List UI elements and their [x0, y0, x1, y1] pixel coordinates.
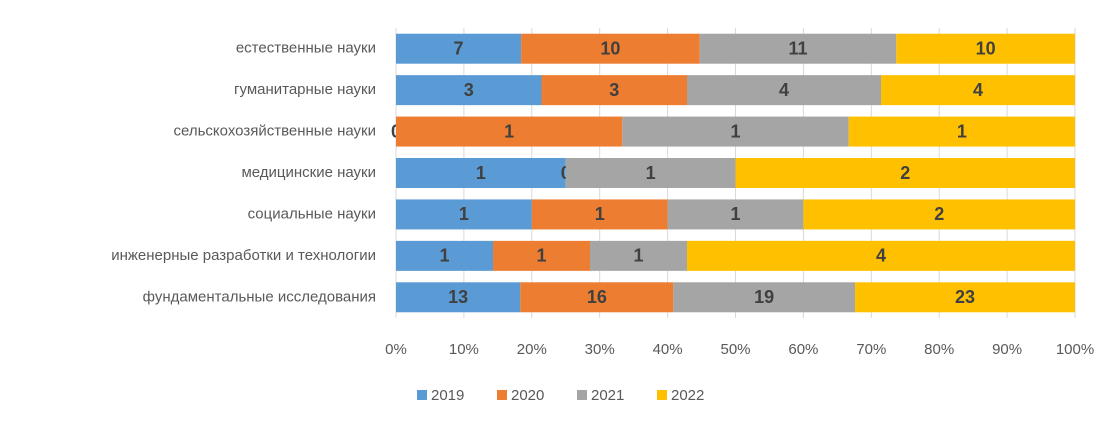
bar-segment: [881, 75, 1075, 106]
legend-label: 2021: [591, 387, 624, 404]
x-tick-label: 80%: [924, 341, 954, 358]
bar-segment: [396, 240, 493, 271]
x-tick-label: 40%: [653, 341, 683, 358]
bar-segment: [699, 33, 897, 64]
legend-label: 2020: [511, 387, 544, 404]
bar-segment: [396, 75, 542, 106]
bar-segment: [803, 199, 1075, 230]
data-label: 3: [609, 80, 619, 100]
data-label: 1: [476, 163, 486, 183]
bar-segment: [590, 240, 687, 271]
data-label: 1: [595, 204, 605, 224]
x-tick-label: 90%: [992, 341, 1022, 358]
x-tick-label: 20%: [517, 341, 547, 358]
data-label: 10: [600, 38, 620, 58]
data-label: 7: [454, 38, 464, 58]
y-tick-label: фундаментальные исследования: [143, 288, 376, 305]
bar-segment: [855, 282, 1075, 313]
data-label: 16: [587, 287, 607, 307]
data-label: 4: [779, 80, 789, 100]
data-label: 1: [439, 246, 449, 266]
bar-segment: [687, 240, 1075, 271]
data-label: 1: [459, 204, 469, 224]
bar-segment: [396, 116, 623, 147]
legend-swatch: [657, 390, 667, 400]
bar-segment: [541, 75, 687, 106]
legend-label: 2022: [671, 387, 704, 404]
bar-segment: [896, 33, 1075, 64]
y-tick-label: гуманитарные науки: [234, 81, 376, 98]
data-label: 1: [633, 246, 643, 266]
data-label: 4: [876, 246, 886, 266]
data-label: 2: [934, 204, 944, 224]
data-label: 1: [646, 163, 656, 183]
y-tick-label: естественные науки: [236, 40, 376, 57]
legend-swatch: [417, 390, 427, 400]
data-label: 1: [730, 204, 740, 224]
x-tick-label: 10%: [449, 341, 479, 358]
y-tick-label: инженерные разработки и технологии: [111, 247, 376, 264]
data-label: 10: [976, 38, 996, 58]
legend-swatch: [497, 390, 507, 400]
data-label: 3: [464, 80, 474, 100]
bar-segment: [493, 240, 590, 271]
data-label: 11: [789, 38, 808, 58]
data-label: 2: [900, 163, 910, 183]
legend-swatch: [577, 390, 587, 400]
data-label: 1: [504, 121, 514, 141]
bar-segment: [673, 282, 856, 313]
y-tick-label: социальные науки: [248, 205, 376, 222]
y-tick-label: сельскохозяйственные науки: [174, 123, 376, 140]
data-label: 19: [754, 287, 774, 307]
bar-segment: [848, 116, 1075, 147]
bar-segment: [531, 199, 668, 230]
x-tick-label: 0%: [385, 341, 407, 358]
legend-label: 2019: [431, 387, 464, 404]
bar-segment: [396, 33, 522, 64]
y-tick-label: медицинские науки: [241, 164, 376, 181]
x-tick-label: 60%: [788, 341, 818, 358]
bar-segment: [735, 158, 1075, 188]
data-label: 23: [955, 287, 975, 307]
data-label: 13: [448, 287, 468, 307]
bar-segment: [565, 158, 736, 188]
data-label: 1: [730, 121, 740, 141]
bar-segment: [521, 33, 700, 64]
bar-segment: [396, 282, 521, 313]
data-label: 1: [536, 246, 546, 266]
x-tick-label: 70%: [856, 341, 886, 358]
bar-segment: [396, 199, 532, 230]
data-label: 1: [957, 121, 967, 141]
bar-segment: [687, 75, 881, 106]
x-tick-label: 50%: [720, 341, 750, 358]
x-tick-label: 30%: [585, 341, 615, 358]
bar-segment: [396, 158, 566, 188]
bar-segment: [520, 282, 674, 313]
bar-segment: [622, 116, 849, 147]
bar-segment: [667, 199, 804, 230]
data-label: 4: [973, 80, 983, 100]
x-tick-label: 100%: [1056, 341, 1094, 358]
